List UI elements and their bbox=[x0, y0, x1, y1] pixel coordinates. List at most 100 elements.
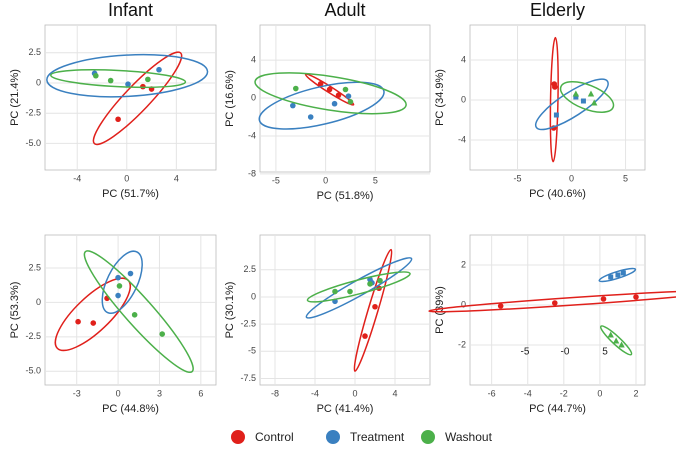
x-axis-label: PC (44.8%) bbox=[102, 403, 159, 415]
plot-area bbox=[44, 234, 217, 386]
point bbox=[127, 270, 134, 277]
point bbox=[75, 318, 81, 325]
point bbox=[551, 84, 558, 90]
y-tick-label: 4 bbox=[251, 54, 256, 64]
panel-title: Infant bbox=[108, 0, 153, 20]
confidence-ellipse bbox=[559, 81, 615, 113]
plot-area bbox=[44, 24, 217, 171]
y-tick-label: -4 bbox=[248, 130, 256, 140]
y-tick-label: -2 bbox=[458, 339, 466, 349]
confidence-ellipse bbox=[83, 250, 194, 374]
y-tick-label: -5 bbox=[248, 346, 256, 356]
y-tick-label: 0 bbox=[251, 291, 256, 301]
plot-area bbox=[259, 234, 431, 386]
y-axis-label: PC (30.1%) bbox=[224, 282, 236, 339]
y-tick-label: -5.0 bbox=[25, 138, 41, 148]
y-tick-label: 0 bbox=[36, 297, 41, 307]
x-tick-label: -3 bbox=[73, 388, 81, 398]
point bbox=[345, 93, 352, 99]
confidence-ellipse bbox=[428, 289, 676, 313]
point bbox=[145, 76, 151, 83]
legend-marker bbox=[231, 430, 245, 444]
x-tick-label: -2 bbox=[560, 388, 568, 398]
panel-title: Elderly bbox=[530, 0, 585, 20]
point bbox=[587, 90, 595, 97]
x-tick-label: -5 bbox=[514, 173, 522, 183]
x-axis-label: PC (51.7%) bbox=[102, 188, 159, 200]
point bbox=[335, 92, 342, 98]
legend-marker bbox=[326, 430, 340, 444]
y-tick-label: 2 bbox=[461, 259, 466, 269]
point bbox=[497, 303, 504, 309]
x-axis-label: PC (44.7%) bbox=[529, 403, 586, 415]
y-axis-label: PC (34.9%) bbox=[434, 69, 446, 126]
point bbox=[591, 99, 598, 106]
confidence-ellipse bbox=[254, 72, 407, 115]
x-tick-label: -4 bbox=[524, 388, 532, 398]
x-tick-label: 4 bbox=[392, 388, 397, 398]
y-axis-label: PC (53.3%) bbox=[9, 282, 21, 339]
x-tick-label: -4 bbox=[311, 388, 319, 398]
point bbox=[93, 72, 99, 79]
x-tick-label: 2 bbox=[633, 388, 638, 398]
x-tick-label: -8 bbox=[271, 388, 279, 398]
point bbox=[347, 99, 354, 105]
x-tick-label: -5 bbox=[272, 175, 280, 185]
x-axis-label: PC (40.6%) bbox=[529, 188, 586, 200]
confidence-ellipse bbox=[92, 51, 183, 146]
point bbox=[107, 77, 114, 84]
legend-label: Treatment bbox=[350, 430, 405, 444]
point bbox=[372, 303, 378, 310]
point bbox=[90, 320, 97, 326]
x-tick-label: 0 bbox=[323, 175, 328, 185]
y-axis-label: PC (39%) bbox=[434, 286, 446, 334]
point bbox=[620, 270, 626, 276]
point bbox=[612, 337, 620, 344]
confidence-ellipse bbox=[50, 69, 187, 89]
x-tick-label: 0 bbox=[116, 388, 121, 398]
x-tick-label: -6 bbox=[488, 388, 496, 398]
y-tick-label: 2.5 bbox=[28, 262, 41, 272]
point bbox=[633, 294, 639, 300]
x-tick-label: -4 bbox=[73, 173, 81, 183]
confidence-ellipse bbox=[534, 78, 609, 131]
point bbox=[347, 288, 353, 295]
legend-label: Washout bbox=[445, 430, 493, 444]
x-tick-label: 4 bbox=[174, 173, 179, 183]
y-tick-label: -5.0 bbox=[25, 366, 41, 376]
point bbox=[159, 331, 166, 337]
x-tick-label: 5 bbox=[623, 173, 628, 183]
point bbox=[342, 86, 349, 93]
confidence-ellipse bbox=[258, 81, 385, 130]
point bbox=[615, 272, 621, 278]
panel-title: Adult bbox=[324, 0, 365, 20]
y-tick-label: -2.5 bbox=[25, 331, 41, 341]
point bbox=[367, 281, 373, 287]
y-tick-label: -7.5 bbox=[240, 373, 256, 383]
y-axis-label: PC (21.4%) bbox=[9, 69, 21, 126]
point bbox=[131, 312, 138, 318]
annotation: -5 bbox=[521, 347, 530, 358]
point bbox=[292, 85, 299, 92]
point bbox=[600, 296, 607, 302]
point bbox=[607, 331, 614, 338]
x-tick-label: 0 bbox=[569, 173, 574, 183]
y-tick-label: 0 bbox=[36, 77, 41, 87]
point bbox=[331, 100, 338, 107]
y-axis-label: PC (16.6%) bbox=[224, 70, 236, 127]
point bbox=[115, 274, 121, 281]
y-tick-label: 0 bbox=[461, 299, 466, 309]
confidence-ellipse bbox=[46, 53, 209, 98]
point bbox=[377, 277, 383, 284]
y-tick-label: 4 bbox=[461, 54, 466, 64]
point bbox=[580, 98, 586, 104]
y-tick-label: -4 bbox=[458, 134, 466, 144]
y-tick-label: -2.5 bbox=[240, 319, 256, 329]
y-tick-label: 0 bbox=[251, 92, 256, 102]
point bbox=[573, 94, 579, 100]
point bbox=[551, 300, 558, 306]
y-tick-label: 2.5 bbox=[243, 264, 256, 274]
x-tick-label: 0 bbox=[597, 388, 602, 398]
annotation: -0 bbox=[561, 347, 570, 358]
point bbox=[156, 66, 162, 73]
